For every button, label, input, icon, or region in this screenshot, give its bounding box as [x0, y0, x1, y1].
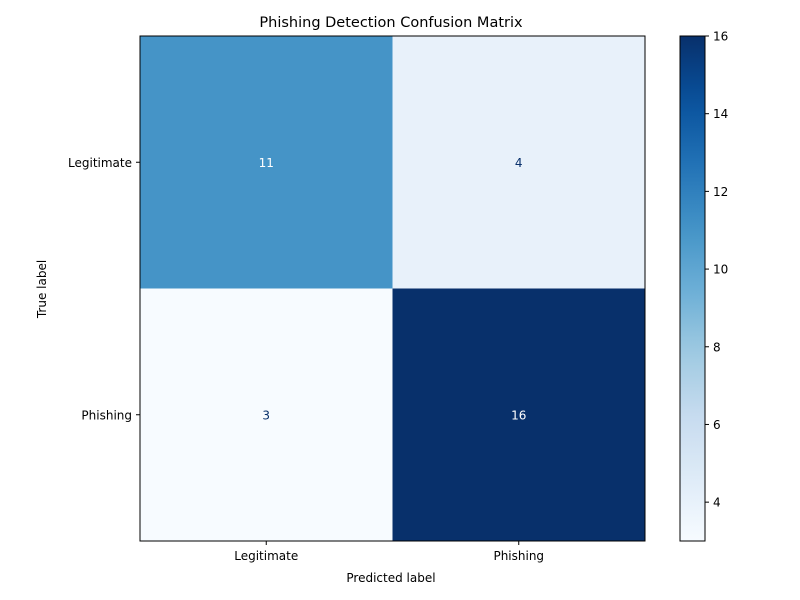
colorbar-tick-label: 8	[713, 340, 721, 354]
heatmap-cell	[140, 288, 393, 541]
y-tick-label: Legitimate	[68, 156, 132, 170]
chart-title: Phishing Detection Confusion Matrix	[259, 15, 523, 31]
colorbar	[679, 35, 706, 542]
colorbar-ticks: 4 6 8 10 12 14 16	[705, 30, 728, 510]
plot-frame	[139, 35, 646, 542]
heatmap-cell-labels: 11 4 3 16	[259, 156, 527, 423]
colorbar-tick-label: 12	[713, 185, 728, 199]
y-axis: Legitimate Phishing	[68, 156, 140, 422]
colorbar-tick-label: 10	[713, 263, 728, 277]
cell-value-label: 3	[262, 408, 270, 422]
colorbar-tick-label: 16	[713, 30, 728, 44]
colorbar-tick-label: 4	[713, 496, 721, 510]
heatmap-cell	[392, 36, 645, 289]
y-axis-label: True label	[35, 260, 49, 319]
cell-value-label: 4	[515, 156, 523, 170]
colorbar-tick-label: 6	[713, 418, 721, 432]
heatmap-cell	[392, 288, 645, 541]
colorbar-tick-label: 14	[713, 107, 728, 121]
x-tick-label: Phishing	[493, 549, 544, 563]
cell-value-label: 16	[511, 408, 526, 422]
heatmap-cells	[140, 36, 645, 541]
x-tick-label: Legitimate	[234, 549, 298, 563]
y-tick-label: Phishing	[81, 408, 132, 422]
x-axis: Legitimate Phishing	[234, 541, 544, 563]
x-axis-label: Predicted label	[346, 571, 435, 585]
cell-value-label: 11	[259, 156, 274, 170]
heatmap-cell	[140, 36, 393, 289]
